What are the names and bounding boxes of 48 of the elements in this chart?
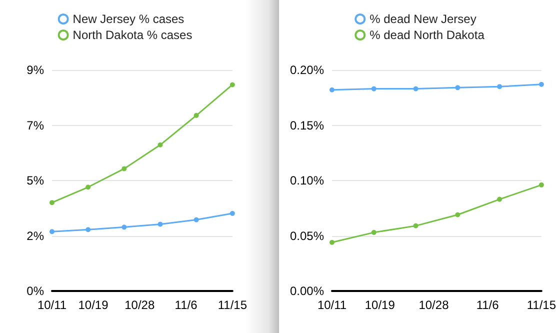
y-tick-label: 7% [26,118,44,132]
legend-label: % dead New Jersey [370,12,476,26]
point [497,196,502,202]
x-tick-label: 10/11 [317,298,347,312]
point [455,85,460,90]
point [538,182,544,188]
point [158,222,163,227]
legend-label: North Dakota % cases [72,28,192,42]
y-tick-label: 0.00% [290,284,324,298]
x-tick-label: 11/15 [526,298,556,312]
point [371,230,376,235]
x-tick-label: 11/6 [174,298,198,312]
y-tick-label: 0.20% [290,63,324,77]
point [538,82,544,87]
point [194,112,199,118]
y-tick-label: 0.05% [290,228,324,243]
x-tick-label: 10/28 [418,298,450,312]
point [330,240,334,245]
point [455,212,460,218]
legend-label: % dead North Dakota [370,28,485,42]
point [86,184,91,190]
y-tick-label: 0.15% [290,118,324,132]
x-tick-label: 10/19 [78,298,109,312]
y-tick-label: 9% [26,63,44,77]
point [122,166,127,172]
point [330,87,334,92]
point [371,86,376,92]
point [158,142,163,148]
point [50,200,54,206]
point [50,229,54,234]
point [122,224,127,230]
point [86,227,91,232]
y-tick-label: 2% [26,228,44,243]
y-tick-label: 0.10% [290,174,324,188]
point [230,82,235,88]
x-tick-label: 10/11 [37,298,67,312]
x-tick-label: 10/19 [364,298,396,312]
point [413,223,418,228]
point [194,217,199,222]
x-tick-label: 11/6 [476,298,500,312]
x-tick-label: 11/15 [218,298,248,312]
point [497,84,502,90]
x-tick-label: 10/28 [124,298,155,312]
y-tick-label: 5% [26,174,44,188]
y-tick-label: 0% [26,284,44,298]
point [230,210,235,216]
legend-label: New Jersey % cases [72,12,184,26]
point [413,86,418,92]
